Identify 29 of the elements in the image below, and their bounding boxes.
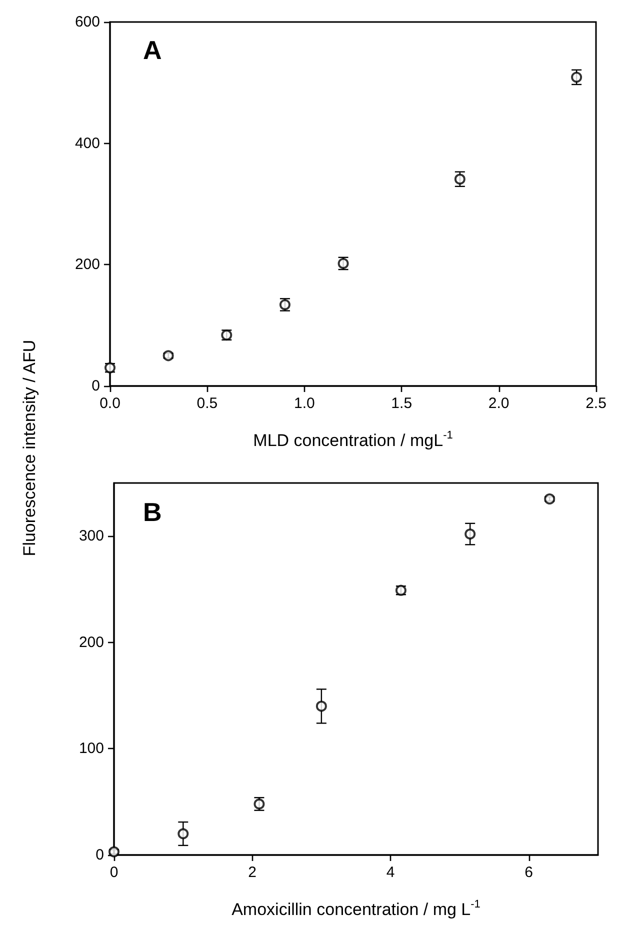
x-tick-label: 1.5 [391, 395, 412, 412]
y-tick-label: 200 [78, 634, 104, 651]
x-tick-label: 6 [524, 864, 534, 881]
y-axis-title: Fluorescence intensity / AFU [20, 340, 40, 556]
y-tick-label: 600 [74, 14, 100, 30]
point [571, 72, 582, 83]
x-tick-label: 0.0 [100, 395, 120, 412]
y-tick-label: 400 [74, 134, 100, 152]
x-tick-label: 4 [386, 864, 395, 881]
point [178, 828, 189, 840]
point [464, 528, 476, 540]
x-tick-label: 0.5 [196, 395, 218, 412]
y-tick-label: 0 [92, 378, 100, 394]
x-tick-label: 2 [248, 864, 256, 881]
point [316, 700, 327, 712]
x-tick-label: 2.0 [488, 395, 510, 412]
y-tick-label: 0 [96, 846, 104, 864]
point [162, 350, 174, 362]
x-tick-label: 0 [110, 864, 118, 881]
y-tick-label: 100 [78, 740, 104, 758]
x-tick-label: 2.5 [586, 395, 606, 412]
point [454, 174, 466, 185]
x-tick-label: 1.0 [294, 395, 315, 412]
text: B [143, 497, 162, 527]
point [104, 362, 116, 374]
y-tick-label: 300 [78, 528, 104, 545]
text: A [143, 35, 162, 65]
point [544, 493, 556, 504]
y-tick-label: 200 [74, 256, 100, 274]
